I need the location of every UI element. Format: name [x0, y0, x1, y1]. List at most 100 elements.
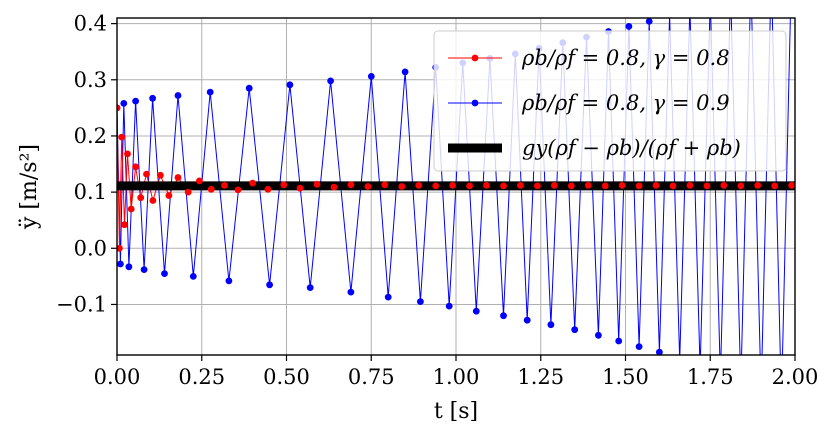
series-1-point [737, 383, 744, 390]
series-1-point [286, 81, 294, 89]
series-1-point [595, 331, 602, 339]
series-0-point [165, 192, 173, 199]
series-0-point [117, 244, 123, 252]
series-1-point [571, 326, 579, 334]
series-0-point [449, 182, 456, 189]
series-1-point [758, 391, 765, 398]
x-tick-label: 0.75 [348, 365, 395, 389]
series-0-point [517, 182, 524, 189]
series-1-point [645, 18, 653, 25]
legend-label-1: ρb/ρf = 0.8, γ = 0.9 [521, 91, 730, 115]
series-0-point [754, 182, 762, 189]
series-0-point [280, 181, 288, 189]
series-0-point [652, 182, 660, 189]
y-tick-label: −0.1 [56, 292, 107, 316]
x-tick-label: 1.25 [517, 365, 564, 389]
series-0-point [500, 182, 507, 190]
x-axis-label: t [s] [434, 399, 478, 424]
series-1-point [140, 266, 148, 273]
y-axis-label: ÿ [m/s²] [17, 144, 42, 230]
series-1-point [707, 0, 714, 2]
series-0-point [149, 197, 157, 204]
series-0-point [184, 188, 192, 196]
series-1-point [384, 293, 392, 301]
x-tick-label: 0.25 [178, 365, 225, 389]
series-1-point [120, 100, 128, 107]
y-tick-label: 0.0 [74, 236, 107, 260]
x-tick-label: 1.75 [687, 365, 734, 389]
series-0-point [118, 133, 126, 141]
series-1-point [161, 270, 168, 277]
x-tick-label: 1.00 [433, 365, 480, 389]
series-0-point [330, 183, 338, 191]
legend-label-0: ρb/ρf = 0.8, γ = 0.8 [521, 46, 730, 70]
x-tick-label: 1.50 [602, 365, 649, 389]
y-tick-label: 0.3 [74, 68, 107, 92]
series-0-point [207, 185, 215, 193]
series-0-point [196, 177, 203, 185]
series-0-point [635, 182, 643, 190]
series-0-point [720, 182, 728, 189]
x-tick-label: 0.00 [94, 365, 141, 389]
series-1-point [472, 307, 480, 315]
series-0-point [703, 182, 711, 190]
series-0-point [669, 182, 677, 190]
series-0-point [534, 182, 541, 190]
series-0-point [788, 182, 795, 189]
series-0-point [264, 185, 272, 193]
series-1-point [615, 337, 623, 345]
series-1-point [266, 281, 273, 289]
series-1-point [347, 288, 355, 296]
series-1-point [174, 92, 182, 99]
series-1-point [417, 298, 424, 305]
series-1-point [676, 357, 683, 364]
y-axis-ticks: −0.1 0.0 0.1 0.2 0.3 0.4 [56, 12, 117, 316]
series-0-point [618, 182, 626, 189]
x-tick-label: 0.50 [263, 365, 310, 389]
series-1-point [245, 84, 253, 92]
series-1-point [149, 94, 157, 102]
series-1-point [327, 77, 334, 85]
series-0-point [121, 221, 128, 229]
series-0-point [174, 174, 182, 181]
series-1-point [625, 23, 633, 30]
series-1-point [778, 399, 785, 406]
series-1-point [635, 343, 643, 350]
series-0-point [398, 183, 406, 190]
series-1-point [401, 68, 409, 76]
series-0-point [737, 182, 745, 190]
series-1-point [132, 97, 140, 105]
series-0-point [550, 182, 558, 189]
series-0-point [347, 181, 355, 189]
series-0-point [249, 179, 256, 187]
y-tick-label: 0.2 [74, 124, 107, 148]
series-0-point [137, 194, 145, 202]
series-1-point [367, 73, 375, 80]
x-axis-ticks: 0.00 0.25 0.50 0.75 1.00 1.25 1.50 1.75 2.00 [94, 355, 818, 389]
legend: ρb/ρf = 0.8, γ = 0.8 ρb/ρf = 0.8, γ = 0.9… [433, 30, 787, 172]
series-1-point [687, 3, 694, 10]
series-1-point [500, 312, 507, 320]
series-0-point [117, 104, 121, 112]
legend-label-2: gy(ρf − ρb)/(ρf + ρb) [522, 136, 741, 160]
series-1-point [206, 88, 214, 96]
series-0-point [127, 205, 135, 213]
series-0-point [221, 182, 228, 189]
series-1-point [523, 316, 531, 324]
series-0-point [415, 182, 423, 189]
series-0-point [124, 150, 131, 158]
series-0-point [584, 182, 592, 189]
series-0-point [364, 183, 372, 190]
series-0-point [483, 182, 490, 189]
series-0-point [296, 184, 304, 192]
series-0-point [143, 170, 150, 178]
series-1-point [445, 302, 453, 310]
legend-box [433, 30, 787, 172]
series-1-point [189, 273, 197, 280]
series-0-point [234, 186, 242, 194]
series-0-point [132, 163, 140, 171]
series-0-point [381, 181, 389, 189]
legend-marker-0 [471, 54, 479, 62]
series-1-point [306, 284, 314, 291]
